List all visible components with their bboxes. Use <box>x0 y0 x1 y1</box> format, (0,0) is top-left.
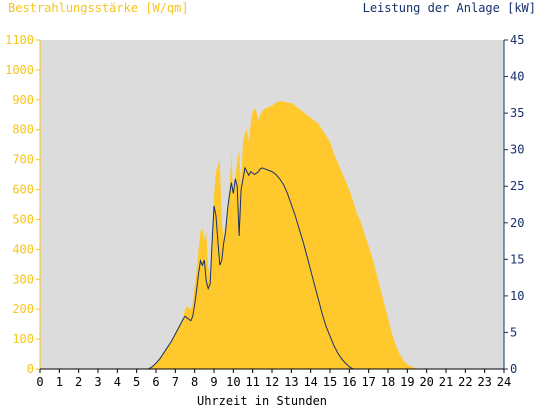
x-tick-label: 12 <box>265 375 279 389</box>
x-tick-label: 20 <box>419 375 433 389</box>
right-axis-title: Leistung der Anlage [kW] <box>363 1 536 15</box>
left-tick-label: 800 <box>12 123 34 137</box>
right-tick-label: 45 <box>510 33 524 47</box>
right-tick-label: 25 <box>510 179 524 193</box>
x-tick-label: 14 <box>303 375 317 389</box>
x-tick-label: 2 <box>75 375 82 389</box>
left-tick-label: 200 <box>12 302 34 316</box>
x-tick-label: 22 <box>458 375 472 389</box>
x-tick-label: 6 <box>152 375 159 389</box>
left-tick-label: 600 <box>12 183 34 197</box>
x-tick-label: 4 <box>114 375 121 389</box>
x-tick-label: 7 <box>172 375 179 389</box>
left-tick-label: 500 <box>12 212 34 226</box>
right-tick-label: 5 <box>510 325 517 339</box>
x-tick-label: 5 <box>133 375 140 389</box>
right-tick-label: 15 <box>510 252 524 266</box>
x-tick-label: 21 <box>439 375 453 389</box>
left-tick-label: 400 <box>12 242 34 256</box>
x-tick-label: 8 <box>191 375 198 389</box>
x-axis-title: Uhrzeit in Stunden <box>197 394 327 408</box>
x-tick-label: 18 <box>381 375 395 389</box>
left-tick-label: 1000 <box>5 63 34 77</box>
left-tick-label: 300 <box>12 272 34 286</box>
x-tick-label: 10 <box>226 375 240 389</box>
x-tick-label: 19 <box>400 375 414 389</box>
right-tick-label: 0 <box>510 362 517 376</box>
left-tick-label: 700 <box>12 153 34 167</box>
x-tick-label: 11 <box>245 375 259 389</box>
right-tick-label: 10 <box>510 289 524 303</box>
right-tick-label: 35 <box>510 106 524 120</box>
x-tick-label: 13 <box>284 375 298 389</box>
x-tick-label: 16 <box>342 375 356 389</box>
left-axis-title: Bestrahlungsstärke [W/qm] <box>8 1 189 15</box>
right-tick-label: 20 <box>510 216 524 230</box>
x-tick-label: 3 <box>94 375 101 389</box>
x-tick-label: 17 <box>361 375 375 389</box>
left-tick-label: 900 <box>12 93 34 107</box>
right-tick-label: 30 <box>510 143 524 157</box>
x-tick-label: 0 <box>36 375 43 389</box>
right-tick-label: 40 <box>510 70 524 84</box>
x-tick-label: 15 <box>323 375 337 389</box>
left-tick-label: 0 <box>27 362 34 376</box>
irradiance-area <box>40 101 504 369</box>
x-tick-label: 1 <box>56 375 63 389</box>
left-tick-label: 1100 <box>5 33 34 47</box>
x-tick-label: 23 <box>477 375 491 389</box>
x-tick-label: 24 <box>497 375 511 389</box>
x-tick-label: 9 <box>210 375 217 389</box>
left-tick-label: 100 <box>12 332 34 346</box>
